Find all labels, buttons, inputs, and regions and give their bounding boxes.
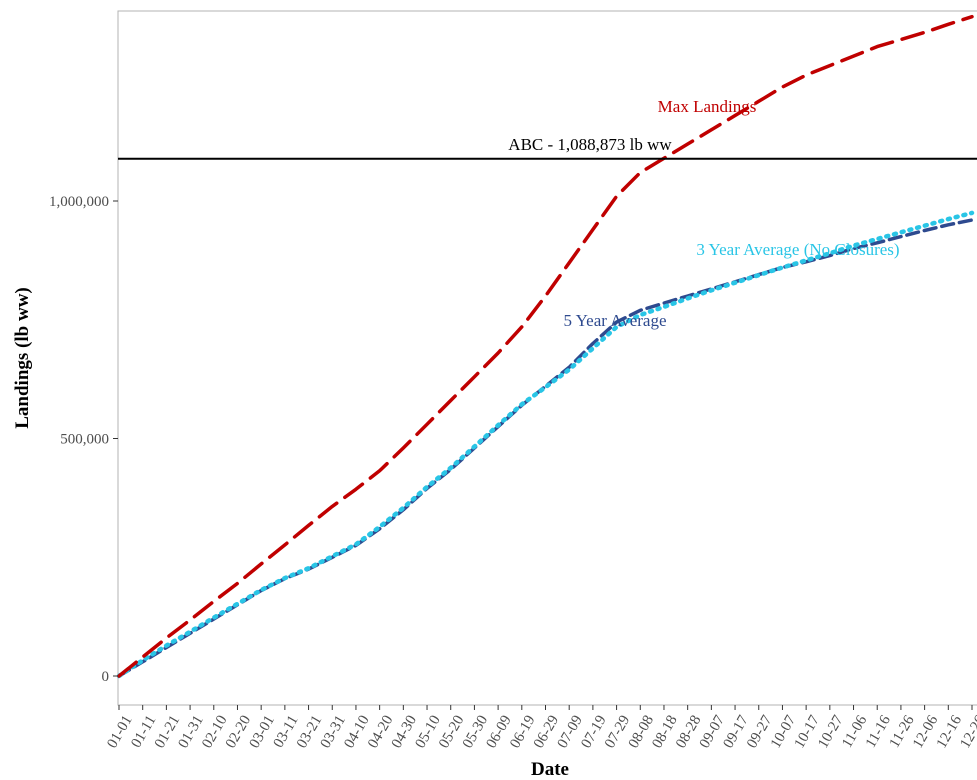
y-tick-label: 1,000,000: [49, 194, 109, 210]
annotation-layer: Max Landings 3 Year Average (No Closures…: [563, 97, 899, 330]
y-tick-label: 0: [102, 669, 110, 685]
y-tick-label: 500,000: [60, 432, 109, 448]
series-line-3-year-average-no-closures: [116, 210, 975, 679]
panel-border: [117, 10, 977, 706]
series-layer: [116, 14, 975, 679]
x-axis: 01-0101-1101-2101-3102-1002-2003-0103-11…: [104, 705, 977, 751]
y-axis: 0 500,000 1,000,000: [49, 194, 118, 685]
series-line-5-year-average: [117, 218, 974, 678]
x-axis-title: Date: [531, 759, 569, 780]
annotation-3-year-average: 3 Year Average (No Closures): [696, 240, 899, 259]
series-line-max-landings: [117, 14, 974, 678]
annotation-5-year-average: 5 Year Average: [563, 311, 666, 330]
x-tick-label: 03-01: [247, 713, 278, 751]
x-tick-label: 01-01: [104, 713, 135, 751]
y-axis-title: Landings (lb ww): [12, 287, 33, 429]
abc-reference-label: ABC - 1,088,873 lb ww: [508, 135, 672, 154]
annotation-max-landings: Max Landings: [658, 97, 757, 116]
